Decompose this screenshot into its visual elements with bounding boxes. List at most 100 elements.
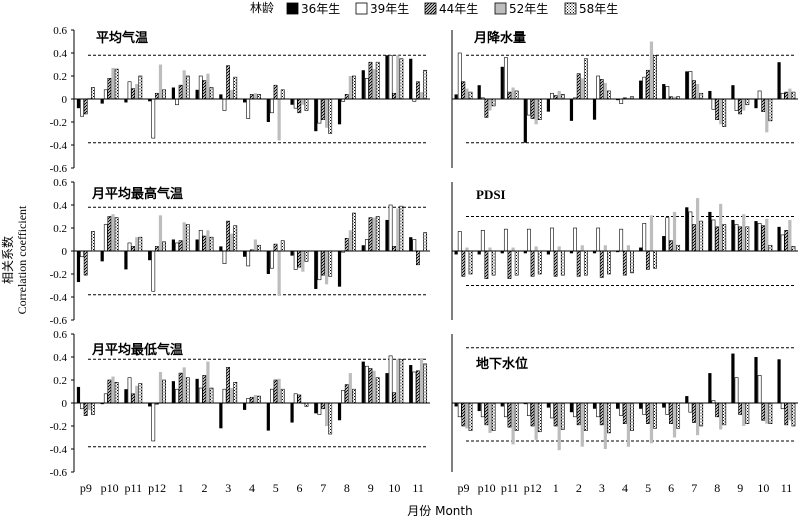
legend-label: 44年生: [439, 2, 478, 16]
bar: [468, 402, 473, 431]
bar: [337, 251, 342, 287]
x-tick-label: p12: [148, 481, 166, 495]
bar: [761, 225, 766, 252]
bar: [757, 375, 762, 404]
bar: [754, 99, 758, 109]
bar: [757, 223, 762, 252]
chart-panel: 月降水量: [451, 30, 798, 168]
bar: [699, 92, 704, 100]
bar: [372, 370, 376, 403]
bar: [488, 99, 492, 111]
bar: [80, 250, 84, 258]
bar: [103, 224, 108, 252]
bar: [325, 251, 329, 285]
bar: [488, 247, 492, 251]
bar: [765, 218, 769, 251]
x-tick-label: 6: [668, 481, 674, 495]
bar: [361, 245, 365, 251]
bar: [742, 99, 746, 111]
bar: [162, 89, 166, 100]
bar: [375, 216, 380, 252]
bar: [399, 358, 404, 404]
legend-swatch: [494, 2, 507, 15]
bar: [297, 98, 302, 114]
bar: [182, 367, 186, 403]
bar: [454, 94, 458, 99]
bar: [788, 403, 792, 421]
bar: [162, 379, 166, 404]
bar: [550, 402, 554, 419]
x-tick-label: 9: [368, 481, 374, 495]
bar: [780, 92, 785, 100]
y-tick-label: 0: [62, 246, 68, 258]
bar: [100, 99, 104, 104]
bar: [553, 95, 558, 100]
bar: [503, 228, 508, 252]
bar: [461, 250, 466, 277]
bar: [114, 381, 119, 404]
bar: [514, 90, 519, 100]
y-tick-label: -0.6: [50, 467, 68, 479]
bar: [253, 239, 257, 251]
bar: [685, 207, 689, 251]
bar: [599, 250, 604, 278]
bar: [468, 91, 473, 100]
bar: [500, 66, 504, 99]
bar: [206, 361, 210, 403]
bar: [480, 402, 485, 418]
bar: [722, 402, 727, 426]
x-tick-label: p12: [524, 481, 542, 495]
y-tick-label: 0.6: [53, 25, 67, 37]
bar: [500, 403, 504, 407]
x-tick-label: 3: [599, 481, 605, 495]
bar: [103, 393, 108, 404]
bar: [246, 398, 251, 404]
bar: [127, 81, 132, 100]
x-tick-label: 11: [781, 481, 793, 495]
bar: [642, 76, 647, 100]
bar: [388, 204, 393, 252]
bar: [253, 93, 257, 99]
bar: [580, 403, 584, 447]
bar: [754, 221, 758, 251]
bar: [107, 379, 112, 404]
bar: [560, 250, 565, 276]
y-tick-label: -0.2: [50, 269, 67, 281]
bar: [175, 388, 179, 404]
bar: [270, 98, 274, 114]
bar: [368, 61, 373, 100]
bar: [583, 58, 588, 100]
chart-panel: PDSI: [451, 182, 798, 320]
bar: [127, 242, 132, 252]
bar: [553, 250, 558, 277]
bar: [765, 403, 769, 424]
bar: [511, 247, 515, 251]
bar: [348, 76, 352, 99]
y-tick-label: -0.4: [50, 292, 68, 304]
bar: [583, 250, 588, 276]
bar: [392, 92, 397, 100]
bar: [784, 91, 789, 100]
y-axis-label-cn: 相关系数: [0, 236, 15, 284]
panel-title: 平均气温: [96, 30, 148, 46]
legend-swatch: [424, 2, 437, 15]
y-tick-label: -0.6: [50, 163, 68, 175]
bar: [534, 99, 538, 125]
y-tick-label: 0.4: [53, 200, 67, 212]
bar: [148, 251, 152, 261]
bar: [722, 98, 727, 127]
y-tick-label: 0.2: [53, 375, 67, 387]
bar: [719, 203, 723, 251]
bar: [734, 377, 739, 404]
bar: [457, 52, 462, 100]
bar: [111, 376, 115, 403]
bar: [423, 232, 428, 252]
bar: [348, 230, 352, 251]
bar: [230, 388, 234, 403]
bar: [124, 251, 128, 270]
bar: [257, 244, 261, 252]
x-tick-label: 2: [576, 481, 582, 495]
bar: [226, 220, 230, 252]
bar: [777, 62, 781, 99]
